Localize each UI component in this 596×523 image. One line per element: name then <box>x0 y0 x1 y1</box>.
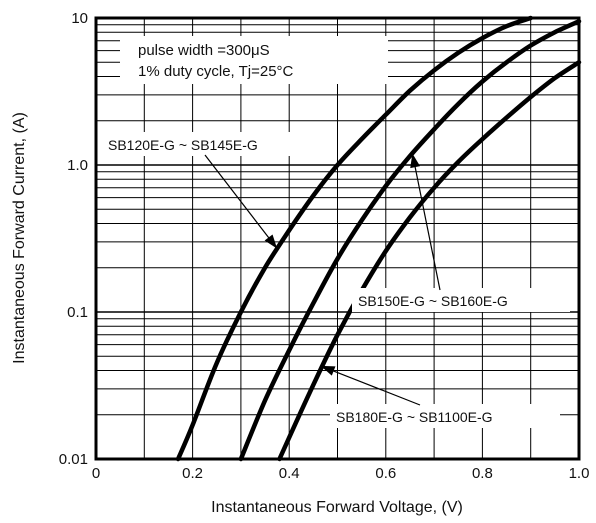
arrow-series-3-head <box>320 365 336 376</box>
arrow-series-3-shaft <box>320 365 421 406</box>
series-label-bg-3 <box>330 404 560 428</box>
y-tick-labels: 0.01 0.1 1.0 10 <box>59 10 88 468</box>
series-label-3: SB180E-G ~ SB1100E-G <box>336 409 493 425</box>
x-tick-label: 1.0 <box>569 465 590 482</box>
annotation-duty-cycle: 1% duty cycle, Tj=25°C <box>138 63 294 80</box>
annotation-box <box>120 36 388 84</box>
annotation-pulse-width: pulse width =300μS <box>138 42 270 59</box>
series-label-bg-1 <box>102 132 302 156</box>
series-label-2: SB150E-G ~ SB160E-G <box>358 293 508 309</box>
x-tick-label: 0.2 <box>182 465 203 482</box>
y-tick-label: 1.0 <box>67 157 88 174</box>
x-tick-label: 0.6 <box>375 465 396 482</box>
y-axis-title: Instantaneous Forward Current, (A) <box>11 112 28 364</box>
series-label-bg-2 <box>352 288 570 312</box>
series-curves <box>175 15 582 462</box>
plot-frame <box>94 16 581 461</box>
series-label-1: SB120E-G ~ SB145E-G <box>108 137 258 153</box>
x-tick-label: 0.8 <box>472 465 493 482</box>
x-axis-title: Instantaneous Forward Voltage, (V) <box>211 499 463 516</box>
series-labels: SB120E-G ~ SB145E-G SB150E-G ~ SB160E-G … <box>102 132 570 428</box>
arrow-series-1-head <box>264 234 278 249</box>
series-line-2 <box>238 19 582 462</box>
series-line-3 <box>277 60 582 462</box>
x-tick-label: 0 <box>92 465 100 482</box>
grid <box>96 18 579 459</box>
arrow-series-2-head <box>410 153 421 169</box>
arrow-series-2-shaft <box>411 153 441 291</box>
y-tick-label: 10 <box>71 10 88 27</box>
x-tick-labels: 0 0.2 0.4 0.6 0.8 1.0 <box>92 465 590 482</box>
y-tick-label: 0.01 <box>59 451 88 468</box>
series-arrows <box>204 153 441 406</box>
x-tick-label: 0.4 <box>279 465 300 482</box>
arrow-series-1-shaft <box>204 154 278 249</box>
series-line-1 <box>175 15 533 462</box>
y-tick-label: 0.1 <box>67 304 88 321</box>
